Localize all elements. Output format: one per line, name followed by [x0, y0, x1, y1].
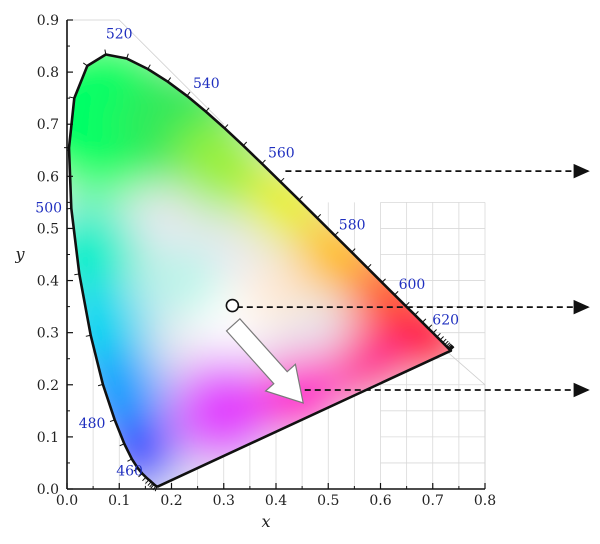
y-tick-label: 0.1 [37, 430, 59, 446]
wavelength-ticks [64, 49, 455, 492]
y-tick-label: 0.2 [37, 378, 59, 394]
x-tick-label: 0.8 [474, 493, 496, 509]
x-tick-label: 0.2 [160, 493, 182, 509]
locus-tick [442, 338, 447, 343]
locus-tick [74, 273, 80, 276]
wavelength-label: 580 [339, 217, 366, 233]
wavelength-label: 600 [399, 277, 426, 293]
wavelength-label: 560 [268, 146, 295, 162]
locus-tick [448, 344, 453, 350]
locus-tick [109, 419, 115, 423]
outer-frame [67, 19, 486, 489]
white-point-marker [225, 298, 240, 313]
locus-tick [186, 91, 191, 97]
x-tick-label: 0.3 [213, 493, 235, 509]
frame-top-edge [67, 19, 225, 125]
locus-tick [261, 159, 266, 164]
locus-tick [432, 329, 437, 334]
gamut-color-blob [171, 358, 276, 464]
locus-tick [334, 231, 339, 236]
locus-tick [119, 443, 125, 447]
locus-tick [224, 124, 229, 129]
locus-tick [421, 318, 427, 323]
wavelength-label: 520 [106, 26, 133, 42]
wavelength-label: 620 [432, 312, 459, 328]
y-tick-labels: 0.0 0.1 0.2 0.3 0.4 0.5 0.6 0.7 0.8 0.9 [37, 13, 59, 498]
frame-right-edge [442, 347, 486, 489]
locus-tick [436, 332, 441, 338]
locus-tick [316, 214, 322, 219]
locus-tick [127, 458, 133, 462]
x-tick-label: 0.7 [422, 493, 444, 509]
y-tick-label: 0.4 [37, 274, 59, 290]
locus-tick [82, 62, 88, 67]
locus-tick [427, 324, 433, 329]
y-axis-label: y [14, 245, 25, 264]
locus-tick [280, 177, 285, 183]
locus-tick [449, 345, 454, 350]
x-axis-label: x [261, 512, 270, 531]
locus-tick [450, 346, 455, 351]
x-tick-label: 0.6 [369, 493, 391, 509]
locus-tick [394, 290, 399, 296]
locus-tick [444, 340, 449, 346]
locus-tick [298, 196, 303, 201]
locus-tick [150, 484, 155, 489]
y-tick-label: 0.0 [37, 482, 59, 498]
gamut-color-blob [145, 243, 219, 318]
gamut-color-blob [390, 296, 451, 380]
locus-tick [414, 311, 419, 316]
x-tick-label: 0.0 [56, 493, 78, 509]
locus-tick [448, 344, 453, 349]
locus-tick [367, 264, 372, 269]
locus-tick [133, 467, 139, 472]
locus-tick [242, 141, 248, 146]
y-tick-label: 0.9 [37, 13, 59, 29]
locus-tick [145, 479, 150, 484]
x-tick-label: 0.5 [317, 493, 339, 509]
locus-tick [205, 107, 210, 112]
leader-lines [236, 163, 590, 398]
wavelength-label: 540 [193, 76, 220, 92]
locus-tick [149, 482, 154, 488]
locus-tick [449, 345, 454, 351]
locus-tick [167, 77, 172, 82]
locus-tick [147, 64, 151, 70]
direction-arrow [225, 317, 304, 404]
locus-tick [104, 49, 107, 55]
gamut-color-blob [69, 202, 141, 307]
gamut-color-blob [244, 259, 308, 323]
y-tick-label: 0.3 [37, 326, 59, 342]
y-tick-label: 0.5 [37, 221, 59, 237]
locus-tick [138, 473, 143, 478]
x-tick-label: 0.4 [265, 493, 287, 509]
locus-tick [447, 343, 452, 348]
x-tick-label: 0.1 [108, 493, 130, 509]
locus-tick [351, 248, 356, 253]
locus-tick [381, 278, 386, 283]
x-tick-labels: 0.0 0.1 0.2 0.3 0.4 0.5 0.6 0.7 0.8 [56, 493, 496, 509]
y-tick-label: 0.6 [37, 169, 59, 185]
wavelength-label: 500 [35, 200, 62, 216]
locus-tick [405, 301, 410, 307]
locus-tick [142, 476, 147, 482]
locus-tick [85, 334, 91, 337]
locus-tick [439, 336, 444, 341]
locus-tick [97, 383, 104, 387]
wavelength-label: 460 [116, 464, 143, 480]
locus-tick [445, 342, 451, 347]
y-tick-label: 0.8 [37, 65, 59, 81]
locus-tick [126, 53, 129, 59]
axes [66, 19, 486, 490]
wavelength-labels: 460 480 500 520 540 560 580 600 620 [35, 26, 459, 479]
wavelength-label: 480 [79, 416, 106, 432]
locus-tick [147, 481, 152, 486]
locus-tick [69, 96, 75, 99]
chromaticity-gamut-fill [69, 54, 451, 487]
y-tick-label: 0.7 [37, 117, 59, 133]
